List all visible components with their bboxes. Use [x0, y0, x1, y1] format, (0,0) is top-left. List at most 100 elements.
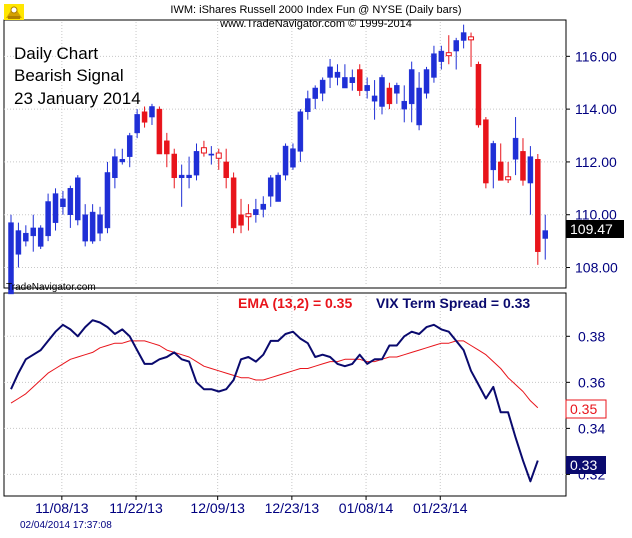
candle-body-up	[178, 174, 185, 179]
candle-body-up	[126, 135, 133, 157]
chart-title: IWM: iShares Russell 2000 Index Fun @ NY…	[170, 4, 461, 16]
candle-body-up	[342, 77, 348, 89]
candlestick	[67, 185, 74, 228]
candlestick	[445, 35, 452, 65]
candle-body-down	[156, 108, 163, 155]
candlestick	[104, 161, 111, 234]
trade-navigator-logo-icon	[4, 4, 24, 20]
candlestick	[245, 204, 252, 231]
candle-body-doji	[445, 52, 452, 57]
indicator-tick-label: 0.34	[578, 420, 605, 436]
candle-body-up	[334, 71, 341, 78]
candle-body-up	[423, 69, 430, 94]
candle-body-up	[60, 198, 66, 208]
candlestick	[267, 175, 274, 207]
candlestick	[535, 154, 541, 265]
annotation-line-2: Bearish Signal	[14, 66, 124, 85]
last-price-badge	[566, 220, 624, 238]
candle-body-down	[497, 161, 504, 181]
candlestick	[89, 204, 96, 244]
candlestick	[356, 64, 363, 96]
candlestick	[364, 77, 370, 99]
time-tick-label: 11/08/13	[35, 500, 89, 516]
indicator-tick-label: 0.36	[578, 374, 605, 390]
candlestick	[349, 69, 356, 91]
candlestick	[119, 148, 126, 165]
candlestick	[297, 109, 304, 162]
candlestick	[342, 64, 348, 89]
candlestick	[223, 148, 229, 189]
candlestick	[423, 66, 430, 99]
candlestick	[8, 214, 14, 295]
price-axis: 116.00 114.00 112.00 110.00 108.00	[566, 48, 618, 276]
time-tick-label: 12/23/13	[265, 500, 320, 516]
candle-body-down	[238, 214, 244, 226]
candle-body-down	[520, 151, 526, 181]
candle-body-doji	[200, 147, 207, 154]
candlestick	[527, 146, 534, 215]
candle-body-up	[408, 69, 415, 105]
candle-body-down	[230, 177, 237, 229]
candlestick	[468, 32, 475, 67]
candlestick	[275, 172, 281, 202]
candle-body-up	[267, 177, 274, 197]
candle-body-up	[438, 50, 445, 62]
candlestick	[483, 117, 489, 189]
candle-body-up	[416, 87, 422, 126]
ema-legend: EMA (13,2) = 0.35	[238, 295, 352, 311]
watermark: TradeNavigator.com	[6, 282, 96, 293]
candlestick	[134, 109, 140, 139]
candlestick	[312, 85, 318, 110]
candlestick	[371, 80, 378, 120]
candlestick	[497, 143, 504, 181]
time-axis: 11/08/13 11/22/13 12/09/13 12/23/13 01/08/14…	[35, 496, 468, 516]
candlestick	[208, 146, 215, 165]
candle-body-up	[460, 32, 467, 41]
candle-body-up	[97, 214, 103, 234]
candlestick	[260, 196, 267, 218]
candlestick	[171, 148, 177, 189]
candle-body-up	[8, 222, 14, 295]
candle-body-up	[282, 145, 289, 176]
candle-body-doji	[245, 213, 252, 218]
candlestick	[334, 64, 341, 86]
price-tick-label: 112.00	[575, 154, 617, 170]
candle-body-up	[193, 151, 200, 176]
candle-body-down	[356, 69, 363, 91]
time-tick-label: 01/08/14	[339, 500, 394, 516]
candle-body-up	[349, 77, 356, 83]
candle-body-up	[275, 174, 281, 202]
candlestick	[126, 132, 133, 168]
candle-body-doji	[505, 176, 512, 181]
candlestick	[75, 175, 81, 226]
candle-body-up	[119, 159, 126, 163]
candlestick	[112, 148, 118, 189]
candlestick	[60, 190, 66, 215]
candlestick	[141, 106, 148, 128]
candlestick-series	[8, 24, 548, 295]
candlestick	[379, 74, 385, 115]
candlestick	[282, 143, 289, 181]
timestamp: 02/04/2014 17:37:08	[20, 520, 112, 531]
candlestick	[253, 198, 259, 223]
candle-body-up	[371, 95, 378, 102]
candle-body-up	[149, 106, 155, 118]
candlestick	[238, 198, 244, 234]
last-price-label: 109.47	[570, 221, 613, 237]
candlestick	[52, 188, 59, 231]
candlestick	[401, 85, 408, 123]
candle-body-up	[67, 188, 74, 215]
candlestick	[319, 77, 326, 102]
candlestick	[416, 72, 422, 131]
candlestick	[149, 103, 155, 125]
indicator-series	[10, 319, 539, 483]
indicator-panel-frame	[3, 292, 567, 497]
candle-body-up	[112, 156, 118, 179]
candlestick	[193, 143, 200, 181]
candle-body-up	[52, 193, 59, 223]
vix-legend: VIX Term Spread = 0.33	[376, 295, 530, 311]
candle-body-down	[164, 140, 170, 155]
candle-body-up	[186, 174, 192, 179]
candle-body-doji	[468, 36, 475, 41]
